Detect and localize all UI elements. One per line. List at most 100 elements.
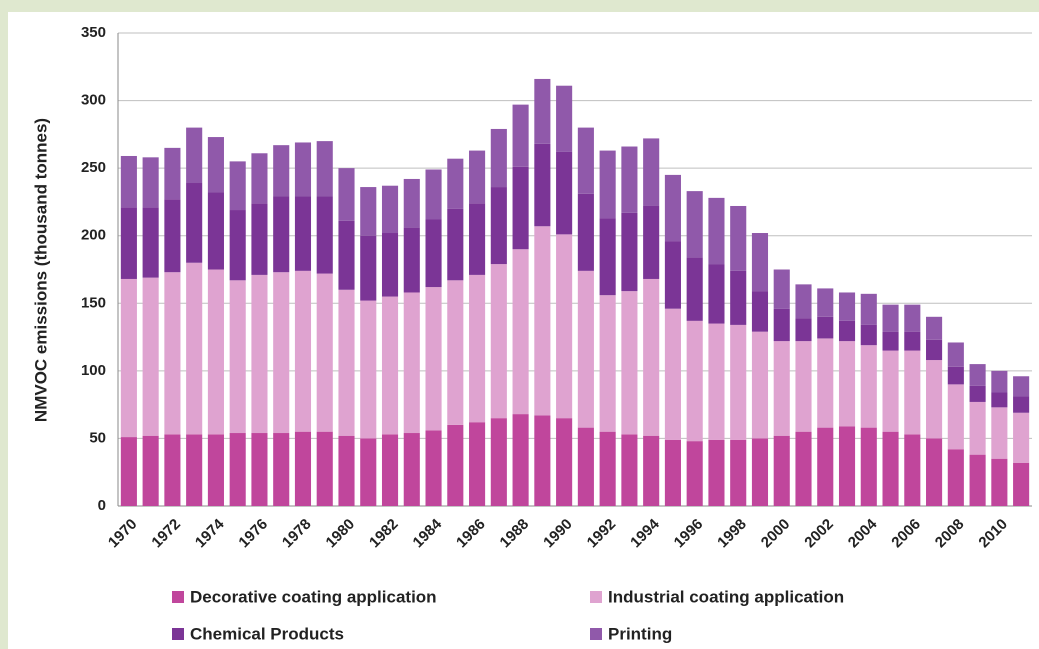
bar-segment bbox=[164, 199, 181, 273]
bar-segment bbox=[490, 264, 507, 419]
bar-segment bbox=[1013, 396, 1030, 413]
bar-segment bbox=[207, 192, 224, 270]
y-tick-label: 50 bbox=[89, 429, 106, 446]
bar-segment bbox=[273, 145, 290, 197]
bar-segment bbox=[251, 153, 268, 204]
bar-segment bbox=[490, 418, 507, 506]
bar-segment bbox=[360, 235, 377, 301]
bar-segment bbox=[1013, 462, 1030, 506]
bar-segment bbox=[207, 434, 224, 506]
bar-segment bbox=[447, 424, 464, 506]
bar-segment bbox=[120, 207, 137, 279]
bar-segment bbox=[186, 434, 203, 506]
legend-label: Decorative coating application bbox=[190, 587, 437, 606]
bar-segment bbox=[664, 241, 681, 309]
bar-segment bbox=[447, 208, 464, 281]
bar-segment bbox=[904, 331, 921, 351]
bar-segment bbox=[469, 203, 486, 275]
bar-segment bbox=[229, 433, 246, 506]
bar-segment bbox=[556, 234, 573, 419]
bar-segment bbox=[708, 197, 725, 265]
bar-segment bbox=[708, 439, 725, 506]
bar-segment bbox=[381, 434, 399, 506]
bar-segment bbox=[817, 316, 834, 339]
bar-segment bbox=[556, 151, 573, 235]
bar-segment bbox=[164, 434, 181, 506]
bar-segment bbox=[577, 193, 594, 271]
bar-segment bbox=[795, 284, 812, 319]
bar-segment bbox=[273, 433, 290, 506]
bar-segment bbox=[1013, 376, 1030, 397]
bar-segment bbox=[795, 341, 812, 432]
bar-segment bbox=[577, 427, 594, 506]
bar-segment bbox=[120, 155, 137, 208]
bar-segment bbox=[926, 339, 943, 361]
bar-segment bbox=[490, 128, 507, 188]
bar-segment bbox=[926, 316, 943, 340]
bar-segment bbox=[751, 438, 769, 506]
bar-segment bbox=[403, 292, 420, 434]
bar-segment bbox=[360, 438, 377, 506]
bar-segment bbox=[207, 137, 224, 193]
bar-segment bbox=[773, 308, 790, 342]
bar-segment bbox=[360, 187, 377, 236]
bar-segment bbox=[381, 185, 399, 234]
bar-segment bbox=[229, 280, 246, 434]
bar-segment bbox=[817, 338, 834, 428]
bar-segment bbox=[273, 272, 290, 434]
bar-segment bbox=[120, 437, 137, 506]
bar-segment bbox=[164, 272, 181, 435]
y-tick-label: 200 bbox=[81, 227, 106, 244]
bar-segment bbox=[294, 270, 312, 432]
bar-segment bbox=[381, 233, 399, 297]
bar-segment bbox=[664, 174, 681, 242]
bar-segment bbox=[403, 227, 420, 293]
bar-segment bbox=[730, 439, 747, 506]
y-tick-label: 0 bbox=[98, 497, 106, 514]
bar-segment bbox=[142, 157, 159, 208]
bar-segment bbox=[338, 289, 355, 436]
bar-segment bbox=[838, 320, 856, 342]
bar-segment bbox=[251, 274, 268, 434]
bar-segment bbox=[577, 127, 594, 194]
bar-segment bbox=[294, 142, 312, 197]
bar-segment bbox=[664, 439, 681, 506]
bar-segment bbox=[730, 324, 747, 440]
bar-segment bbox=[664, 308, 681, 440]
bar-segment bbox=[403, 433, 420, 506]
bar-segment bbox=[730, 205, 747, 271]
legend-label: Chemical Products bbox=[190, 624, 344, 643]
bar-segment bbox=[860, 324, 877, 346]
legend-label: Printing bbox=[608, 624, 672, 643]
bar-segment bbox=[164, 147, 181, 200]
bar-segment bbox=[512, 166, 529, 250]
bar-segment bbox=[425, 219, 442, 288]
legend-swatch bbox=[590, 628, 602, 640]
bar-segment bbox=[947, 384, 964, 450]
legend-swatch bbox=[172, 591, 184, 603]
legend-label: Industrial coating application bbox=[608, 587, 844, 606]
bar-segment bbox=[599, 150, 616, 219]
bar-segment bbox=[643, 435, 660, 506]
bar-segment bbox=[316, 196, 333, 274]
bar-segment bbox=[599, 218, 616, 296]
bar-segment bbox=[730, 270, 747, 325]
bar-segment bbox=[512, 414, 529, 506]
bar-segment bbox=[316, 141, 333, 197]
bar-segment bbox=[947, 366, 964, 385]
bar-segment bbox=[838, 426, 856, 506]
bar-segment bbox=[882, 304, 899, 332]
bar-segment bbox=[512, 104, 529, 167]
bar-segment bbox=[338, 435, 355, 506]
bar-segment bbox=[186, 183, 203, 263]
bar-segment bbox=[338, 168, 355, 221]
bar-segment bbox=[991, 370, 1008, 393]
bar-segment bbox=[904, 304, 921, 332]
bar-segment bbox=[229, 210, 246, 281]
bar-segment bbox=[991, 458, 1008, 506]
bar-segment bbox=[469, 274, 486, 423]
bar-segment bbox=[207, 269, 224, 435]
bar-segment bbox=[338, 220, 355, 290]
y-axis-label: NMVOC emissions (thousand tonnes) bbox=[31, 118, 50, 422]
